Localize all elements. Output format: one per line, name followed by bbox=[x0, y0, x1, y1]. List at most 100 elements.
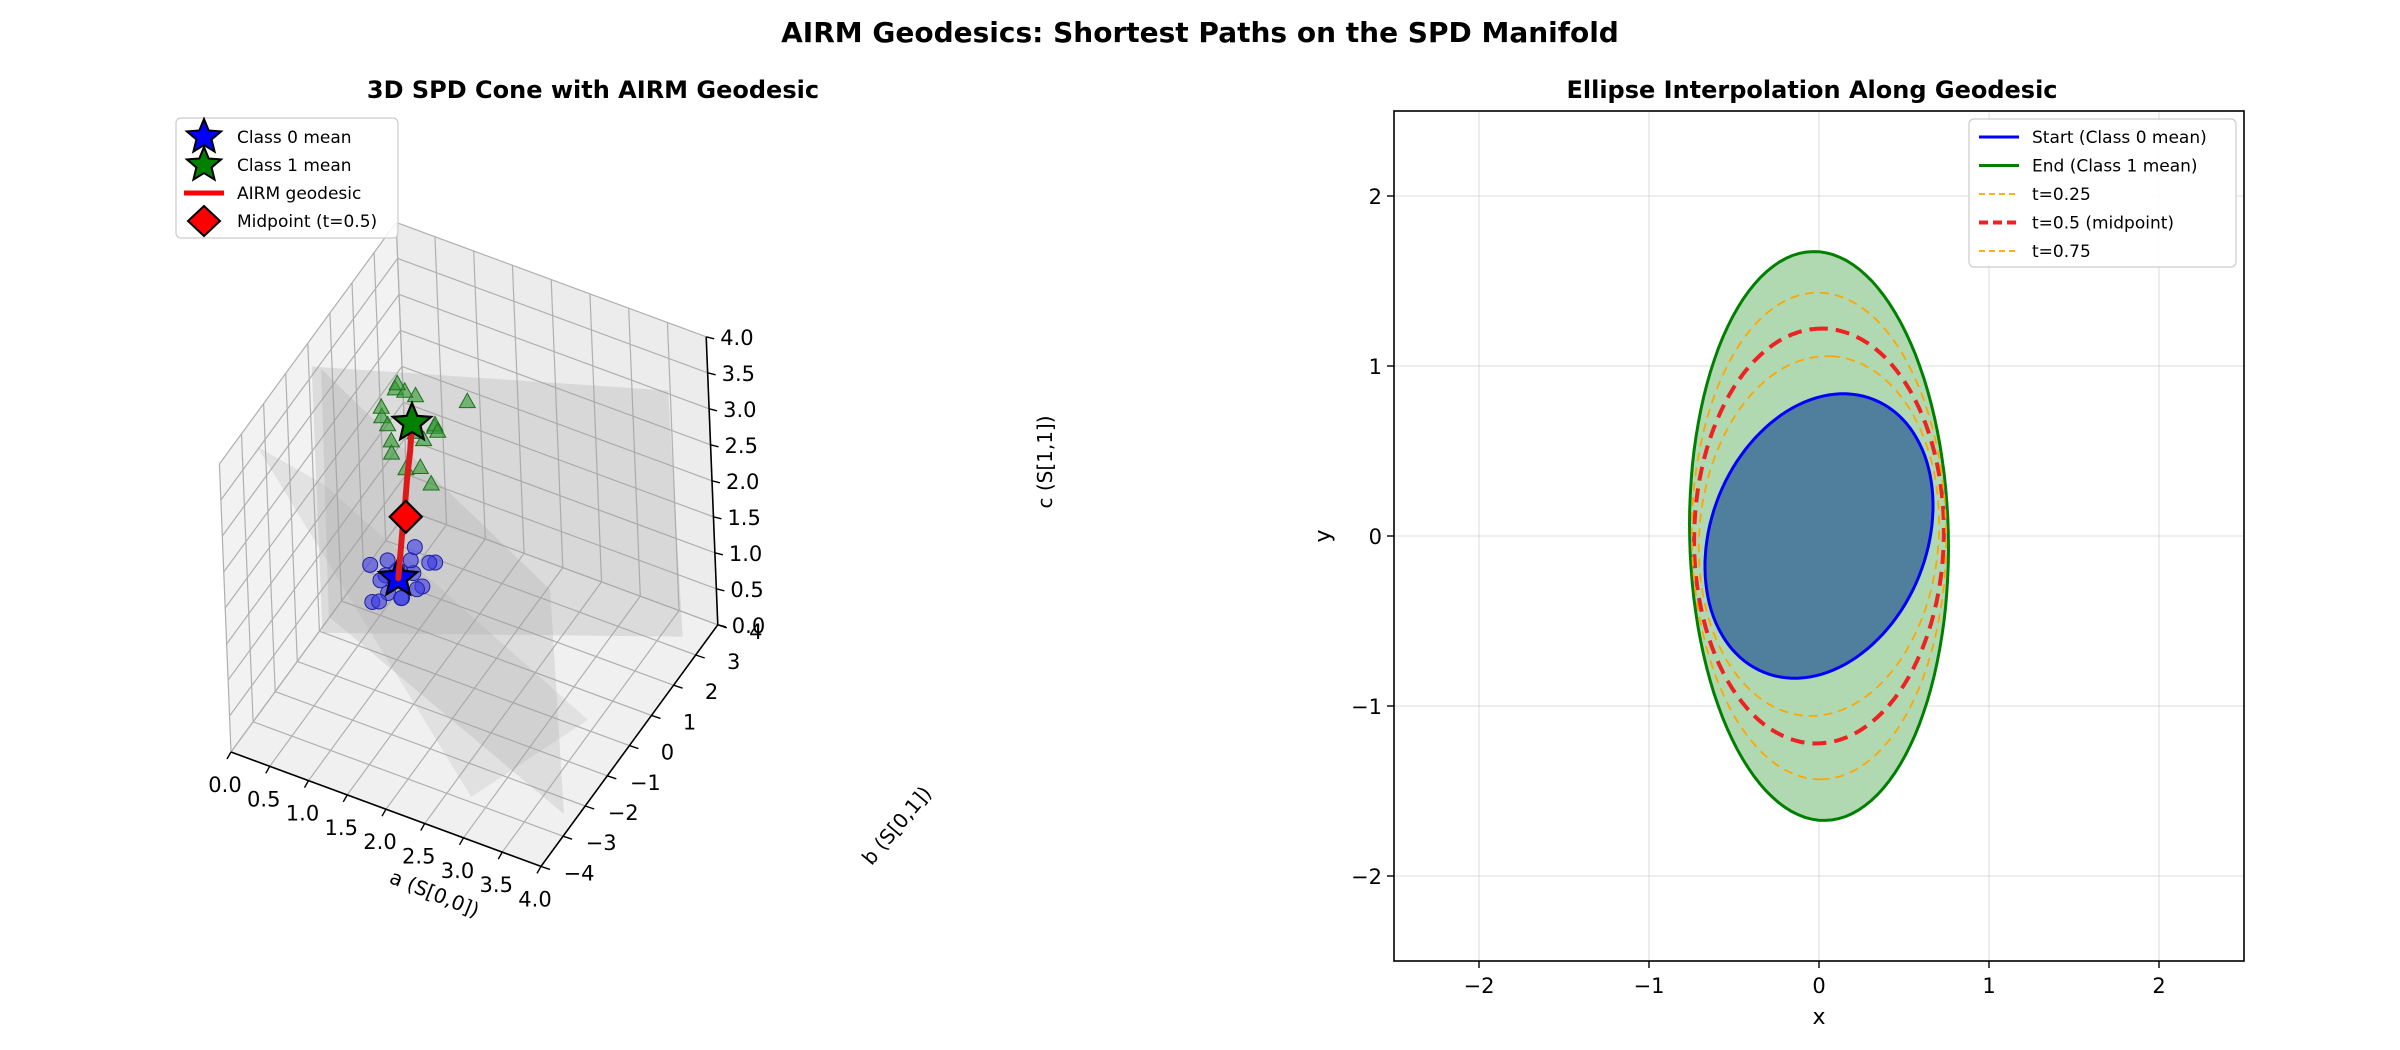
legend-2d: Start (Class 0 mean) End (Class 1 mean) t=… bbox=[1968, 118, 2237, 268]
legend-2d-label: t=0.5 (midpoint) bbox=[2032, 214, 2174, 234]
grid-line bbox=[628, 308, 641, 597]
midpoint-diamond bbox=[388, 499, 424, 535]
grid-line bbox=[395, 221, 707, 338]
grid-line bbox=[224, 366, 403, 609]
grid-line bbox=[501, 610, 680, 853]
x-tick-label-3d: 3.0 bbox=[441, 859, 474, 883]
tick-mark bbox=[707, 372, 716, 376]
tick-mark bbox=[714, 552, 724, 556]
y-axis-label: y bbox=[1311, 529, 1336, 542]
grid-line bbox=[319, 630, 630, 747]
tick-mark bbox=[651, 714, 661, 720]
tick-mark bbox=[226, 751, 232, 760]
tick-mark bbox=[381, 808, 387, 817]
tick-mark bbox=[342, 794, 348, 803]
3d-data-marks bbox=[362, 374, 477, 610]
figure-suptitle: AIRM Geodesics: Shortest Paths on the SP… bbox=[781, 16, 1619, 49]
y-tick-label-3d: −3 bbox=[586, 831, 617, 855]
grid-line bbox=[373, 252, 387, 541]
ellipse-outline-3 bbox=[1692, 326, 1946, 746]
ellipse-outline-1 bbox=[1687, 250, 1951, 822]
y-axis-label-3d: b (S[0,1]) bbox=[857, 781, 936, 869]
tick-mark bbox=[303, 780, 310, 788]
x-tick-label-3d: 3.5 bbox=[480, 873, 513, 897]
class0-point bbox=[362, 556, 379, 573]
x-tick-label: −1 bbox=[1634, 974, 1665, 998]
tick-mark bbox=[458, 837, 465, 846]
grid-line bbox=[218, 222, 397, 465]
z-tick-label-3d: 2.0 bbox=[726, 470, 759, 494]
z-tick-label-3d: 0.0 bbox=[732, 614, 765, 638]
legend-3d: Class 0 mean Class 1 mean AIRM geodesic … bbox=[175, 116, 399, 239]
class1-point bbox=[428, 421, 447, 438]
x-tick-label-3d: 0.5 bbox=[247, 787, 280, 811]
tick-mark bbox=[695, 654, 705, 659]
legend-3d-frame bbox=[175, 117, 399, 239]
y-tick-label-3d: 0 bbox=[661, 741, 674, 765]
x-tick-label-3d: 1.0 bbox=[286, 802, 319, 826]
z-tick-label-3d: 1.0 bbox=[729, 542, 762, 566]
z-tick-label-3d: 4.0 bbox=[720, 326, 753, 350]
3d-grid-lines bbox=[218, 221, 719, 867]
y-tick-label-3d: −2 bbox=[608, 801, 639, 825]
class1-point bbox=[422, 474, 441, 491]
tick-mark bbox=[708, 408, 718, 412]
grid-line bbox=[400, 329, 711, 446]
y-tick-label-3d: 4 bbox=[749, 620, 762, 644]
tick-mark bbox=[607, 775, 617, 780]
y-tick-label-3d: −1 bbox=[630, 771, 661, 795]
legend-3d-label: AIRM geodesic bbox=[237, 184, 361, 204]
legend-2d-label: t=0.75 bbox=[2032, 242, 2091, 262]
tick-mark bbox=[710, 444, 719, 448]
tick-mark bbox=[540, 865, 551, 871]
legend-2d-frame bbox=[1968, 118, 2237, 268]
x-tick-label: 1 bbox=[1982, 974, 1995, 998]
tick-mark bbox=[711, 480, 721, 484]
x-tick-label: 0 bbox=[1812, 974, 1825, 998]
x-tick-label: 2 bbox=[2152, 974, 2165, 998]
x-tick-label-3d: 4.0 bbox=[518, 887, 551, 911]
panel-3d-title: 3D SPD Cone with AIRM Geodesic bbox=[367, 76, 819, 104]
legend-diamond-icon bbox=[186, 204, 222, 238]
tick-mark bbox=[716, 588, 725, 592]
legend-2d-label: Start (Class 0 mean) bbox=[2032, 128, 2207, 148]
tick-mark bbox=[420, 823, 426, 831]
z-tick-label-3d: 3.5 bbox=[722, 362, 755, 386]
start-ellipse-fill bbox=[1705, 393, 1933, 679]
class1-point bbox=[382, 443, 401, 460]
z-tick-label-3d: 0.5 bbox=[730, 578, 763, 602]
y-tick-label-3d: 2 bbox=[705, 680, 718, 704]
class1-point bbox=[388, 374, 407, 391]
class1-point bbox=[372, 397, 391, 414]
panel-3d-spd-cone: 3D SPD Cone with AIRM Geodesic 0.00.51.0… bbox=[175, 76, 1057, 922]
x-tick-label-3d: 1.5 bbox=[325, 816, 358, 840]
tick-mark bbox=[584, 805, 595, 810]
z-tick-label-3d: 1.5 bbox=[727, 506, 760, 530]
z-axis-label-3d: c (S[1,1]) bbox=[1033, 415, 1057, 508]
class0-point bbox=[406, 539, 423, 556]
tick-mark bbox=[497, 851, 503, 860]
grid-line bbox=[223, 330, 402, 573]
legend-3d-label: Class 0 mean bbox=[237, 128, 352, 148]
y-tick-label: 2 bbox=[1369, 185, 1382, 209]
x-tick-label: −2 bbox=[1464, 974, 1495, 998]
y-tick-label: 0 bbox=[1369, 525, 1382, 549]
z-tick-label-3d: 2.5 bbox=[725, 434, 758, 458]
x-tick-label-3d: 2.0 bbox=[363, 830, 396, 854]
panel-2d-title: Ellipse Interpolation Along Geodesic bbox=[1566, 76, 2057, 104]
grid-line bbox=[401, 365, 713, 482]
y-tick-label-3d: 3 bbox=[727, 650, 740, 674]
tick-mark bbox=[629, 744, 639, 750]
grid-line bbox=[666, 322, 680, 611]
class0-point bbox=[379, 552, 396, 569]
tick-mark bbox=[536, 866, 542, 874]
grid-line bbox=[398, 293, 710, 410]
grid-line bbox=[424, 581, 603, 824]
grid-line bbox=[463, 595, 641, 839]
grid-line bbox=[329, 312, 343, 602]
3d-tick-labels: 0.00.51.01.52.02.53.03.54.0−4−3−2−101234… bbox=[208, 326, 765, 912]
grid-line bbox=[589, 293, 603, 582]
x-axis-label: x bbox=[1812, 1005, 1825, 1030]
x-tick-label-3d: 0.0 bbox=[208, 773, 241, 797]
tick-mark bbox=[717, 624, 726, 628]
